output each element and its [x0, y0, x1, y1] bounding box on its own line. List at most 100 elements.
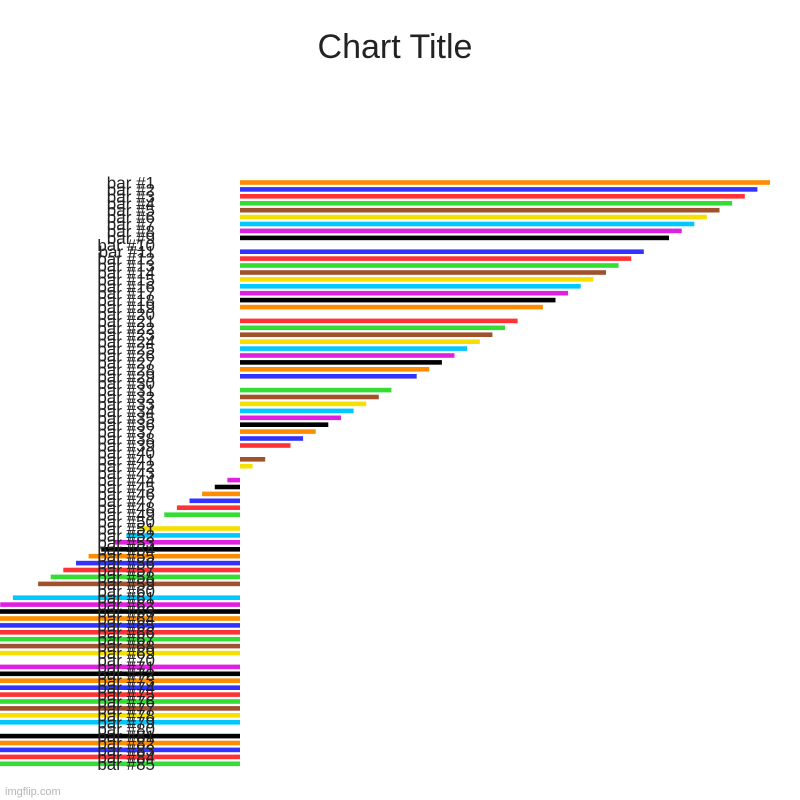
category-label-34: bar #34 — [97, 402, 155, 421]
category-label-68: bar #68 — [97, 637, 155, 656]
bar-55 — [88, 553, 240, 559]
category-label-35: bar #35 — [97, 409, 155, 428]
category-label-30: bar #30 — [97, 374, 155, 393]
category-label-51: bar #51 — [97, 520, 155, 539]
bars-group — [0, 180, 770, 767]
category-label-20: bar #20 — [97, 305, 155, 324]
bar-29 — [240, 374, 417, 379]
category-label-31: bar #31 — [97, 381, 155, 400]
bar-53 — [113, 540, 240, 545]
category-label-56: bar #56 — [97, 554, 155, 573]
bar-17 — [240, 290, 569, 296]
bar-39 — [240, 443, 291, 448]
bar-19 — [240, 304, 543, 310]
bar-18 — [240, 297, 556, 303]
category-label-27: bar #27 — [97, 353, 155, 372]
category-label-8: bar #8 — [107, 222, 155, 241]
category-label-85: bar #85 — [97, 755, 155, 774]
bar-4 — [240, 201, 733, 206]
category-label-26: bar #26 — [97, 347, 155, 366]
bar-46 — [202, 491, 240, 497]
category-label-24: bar #24 — [97, 333, 155, 352]
category-label-19: bar #19 — [97, 298, 155, 317]
bar-61 — [12, 595, 241, 600]
bar-5 — [240, 207, 720, 213]
bar-45 — [214, 484, 240, 490]
category-label-16: bar #16 — [97, 277, 155, 296]
bar-8 — [240, 228, 682, 234]
bar-54 — [101, 547, 240, 552]
bar-22 — [240, 325, 505, 331]
category-label-83: bar #83 — [97, 741, 155, 760]
bar-63 — [0, 609, 240, 614]
category-label-39: bar #39 — [97, 437, 155, 456]
bar-62 — [0, 602, 241, 607]
bar-78 — [0, 713, 241, 718]
category-label-74: bar #74 — [97, 679, 155, 698]
bar-9 — [240, 235, 669, 241]
category-label-14: bar #14 — [97, 264, 155, 283]
bar-6 — [240, 214, 707, 220]
category-label-23: bar #23 — [97, 326, 155, 345]
bar-75 — [0, 692, 240, 697]
bar-3 — [240, 194, 745, 199]
bar-37 — [240, 429, 316, 434]
category-label-62: bar #62 — [97, 596, 155, 615]
bar-82 — [0, 740, 240, 746]
category-label-59: bar #59 — [97, 575, 155, 594]
category-label-58: bar #58 — [97, 568, 155, 587]
bar-44 — [227, 477, 240, 483]
category-label-28: bar #28 — [97, 360, 155, 379]
category-label-63: bar #63 — [97, 603, 155, 622]
category-label-15: bar #15 — [97, 270, 155, 289]
bar-14 — [240, 270, 606, 275]
category-label-76: bar #76 — [97, 693, 155, 712]
bar-48 — [176, 505, 240, 510]
bar-68 — [0, 643, 240, 649]
bar-71 — [0, 664, 240, 670]
category-label-44: bar #44 — [97, 471, 155, 490]
category-label-13: bar #13 — [97, 257, 155, 276]
bar-67 — [0, 636, 240, 642]
bar-42 — [240, 463, 253, 469]
category-label-11: bar #11 — [99, 243, 155, 262]
category-label-42: bar #42 — [97, 457, 155, 476]
category-label-33: bar #33 — [97, 395, 155, 414]
category-label-7: bar #7 — [107, 215, 155, 234]
category-label-81: bar #81 — [97, 727, 155, 746]
bar-56 — [76, 560, 240, 566]
bar-12 — [240, 256, 632, 261]
bar-74 — [0, 685, 241, 690]
bar-38 — [240, 436, 304, 441]
bar-57 — [63, 567, 240, 573]
category-label-57: bar #57 — [97, 561, 155, 580]
category-label-17: bar #17 — [97, 284, 155, 303]
category-label-55: bar #55 — [97, 547, 155, 566]
bar-58 — [50, 574, 241, 580]
bar-77 — [0, 706, 240, 711]
category-label-3: bar #3 — [107, 187, 155, 206]
category-label-25: bar #25 — [97, 340, 155, 359]
category-label-6: bar #6 — [107, 208, 155, 227]
category-label-40: bar #40 — [97, 443, 155, 462]
category-label-66: bar #66 — [97, 623, 155, 642]
category-label-80: bar #80 — [97, 720, 155, 739]
category-label-75: bar #75 — [97, 686, 155, 705]
category-label-46: bar #46 — [97, 485, 155, 504]
category-label-1: bar #1 — [107, 174, 155, 193]
category-label-49: bar #49 — [97, 506, 155, 525]
bar-36 — [240, 422, 329, 427]
bar-32 — [240, 394, 379, 400]
category-label-78: bar #78 — [97, 706, 155, 725]
bar-47 — [189, 498, 240, 504]
bar-15 — [240, 277, 594, 282]
bar-31 — [240, 387, 392, 393]
category-label-22: bar #22 — [97, 319, 155, 338]
category-label-73: bar #73 — [97, 672, 155, 691]
bar-51 — [139, 526, 240, 531]
category-label-4: bar #4 — [107, 194, 155, 213]
category-label-77: bar #77 — [97, 699, 155, 718]
category-label-41: bar #41 — [97, 450, 155, 469]
category-label-48: bar #48 — [97, 499, 155, 518]
